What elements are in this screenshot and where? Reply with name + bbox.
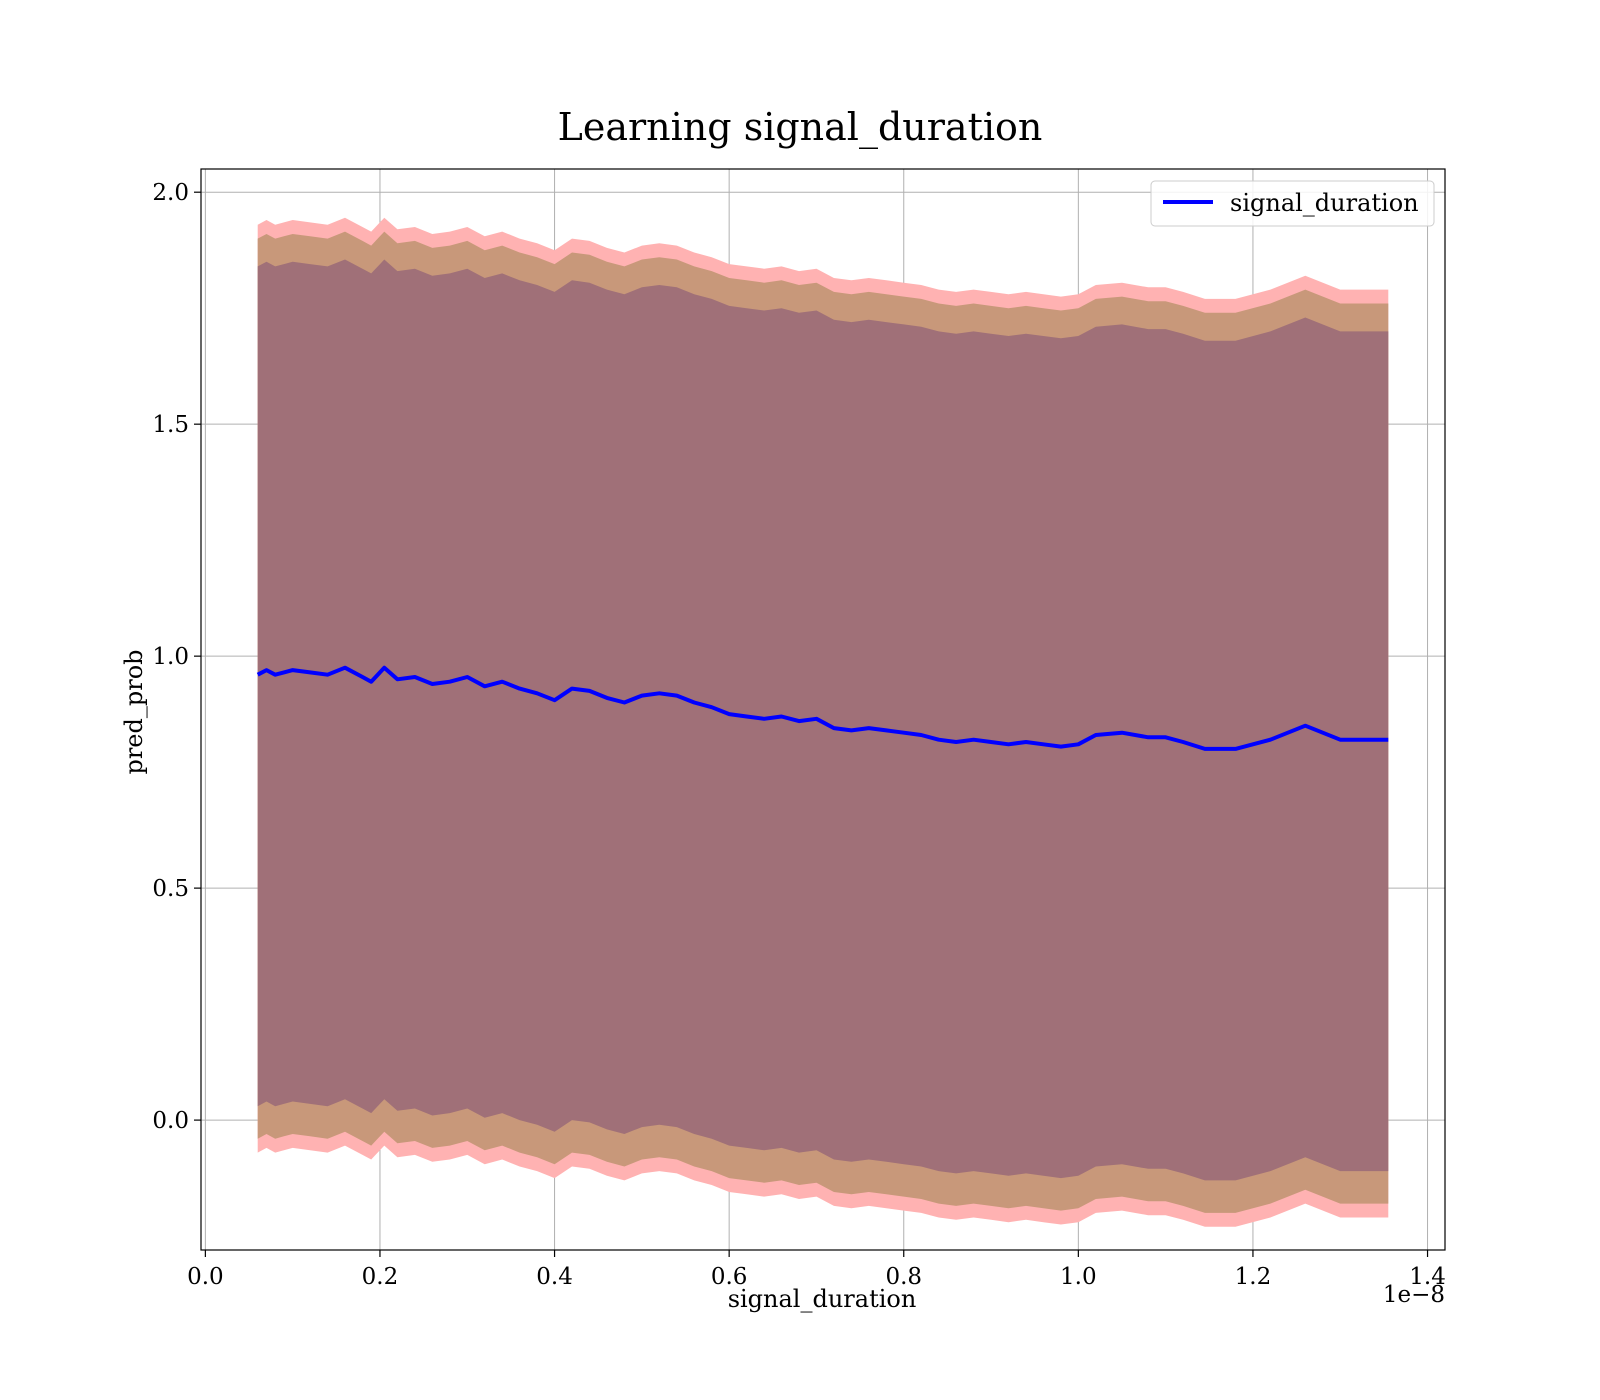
x-axis-label: signal_duration	[728, 1285, 917, 1313]
x-axis-offset-label: 1e−8	[1383, 1282, 1445, 1308]
y-tick-label: 1.0	[152, 644, 189, 670]
x-tick-label: 0.8	[885, 1264, 922, 1290]
y-tick-label: 0.5	[152, 876, 189, 902]
series-line	[256, 665, 1389, 751]
x-tick-label: 0.0	[187, 1264, 224, 1290]
y-tick-label: 0.0	[152, 1108, 189, 1134]
y-axis-ticks: 0.0 0.5 1.0 1.5 2.0	[152, 180, 201, 1134]
x-tick-label: 0.6	[711, 1264, 748, 1290]
x-tick-label: 1.4	[1409, 1264, 1446, 1290]
y-tick-label: 1.5	[152, 412, 189, 438]
series-lines	[256, 665, 1389, 751]
x-axis-ticks: 0.0 0.2 0.4 0.6 0.8 1.0 1.2 1.4	[187, 1250, 1446, 1290]
x-tick-label: 0.2	[362, 1264, 399, 1290]
legend-box	[1150, 180, 1435, 227]
y-tick-label: 2.0	[152, 180, 189, 206]
legend: signal_duration	[1150, 180, 1435, 227]
y-axis-label: pred_prob	[120, 649, 148, 774]
plot-frame	[200, 168, 1446, 1251]
x-tick-label: 1.2	[1235, 1264, 1272, 1290]
inner-band	[257, 259, 1389, 1181]
x-tick-label: 1.0	[1060, 1264, 1097, 1290]
legend-label: signal_duration	[1230, 189, 1419, 217]
x-tick-label: 0.4	[536, 1264, 573, 1290]
chart-title: Learning signal_duration	[558, 105, 1043, 150]
